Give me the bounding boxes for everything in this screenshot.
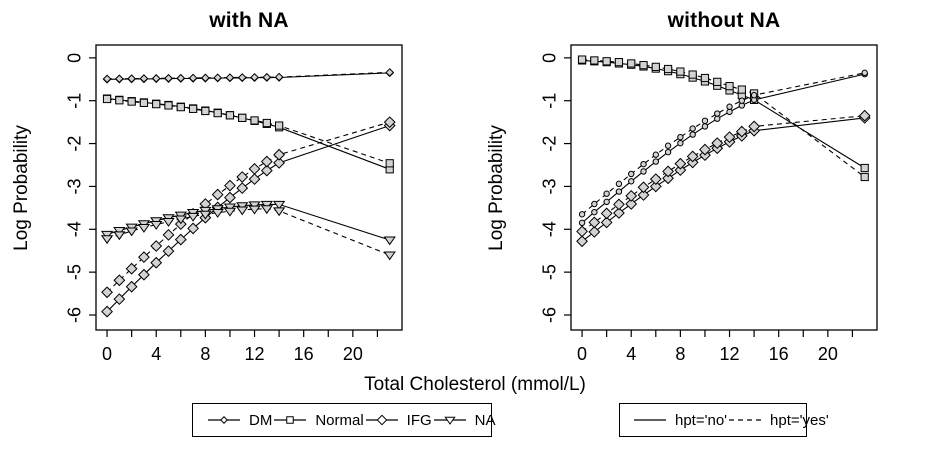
legend-item-hpt-no-: hpt='no' (632, 412, 727, 429)
series-line (107, 98, 390, 170)
legend-item-ifg: IFG (364, 412, 432, 429)
x-tick-label: 20 (818, 344, 838, 364)
x-tick-label: 0 (102, 344, 112, 364)
y-tick-label: -1 (539, 93, 559, 109)
plot-box (95, 44, 403, 331)
plot-box (570, 44, 878, 331)
series-line (107, 71, 390, 80)
y-tick-label: -5 (539, 264, 559, 280)
legend-item-dm: DM (206, 412, 272, 429)
diamond-icon (365, 414, 398, 426)
legend-item-hpt-yes-: hpt='yes' (727, 412, 829, 429)
legend-item-label: Normal (315, 411, 364, 429)
series-line (106, 121, 390, 293)
y-tick-label: -5 (64, 264, 84, 280)
square-icon (274, 416, 307, 424)
series-line (582, 59, 865, 169)
series-line (107, 98, 390, 164)
chart-panel-with-na: 0 4 8 12 16 20 0 -1 -2 -3 -4 -5 -6 (64, 44, 403, 364)
series-line (581, 117, 865, 242)
x-tick-label: 16 (294, 344, 314, 364)
series-line (106, 208, 390, 256)
chart-panel-without-na: 0 4 8 12 16 20 0 -1 -2 -3 -4 -5 -6 (539, 44, 878, 364)
y-tick-label: -6 (64, 307, 84, 323)
x-tick-label: 8 (200, 344, 210, 364)
y-tick-label: 0 (64, 53, 84, 63)
y-tick-label: -2 (64, 136, 84, 152)
legend-item-label: NA (474, 411, 496, 429)
series-line (107, 72, 390, 80)
series-line (581, 73, 865, 224)
series-line (582, 59, 866, 178)
series-line (106, 125, 390, 312)
legend-item-na: NA (432, 412, 496, 429)
x-tick-label: 4 (151, 344, 161, 364)
x-tick-label: 20 (343, 344, 363, 364)
y-tick-label: -3 (64, 178, 84, 194)
y-tick-label: -1 (64, 93, 84, 109)
y-tick-label: -2 (539, 136, 559, 152)
dashed-line-icon (729, 419, 762, 421)
series-line (106, 203, 390, 241)
triangle-down-icon (433, 416, 466, 425)
x-tick-label: 16 (769, 344, 789, 364)
y-tick-label: -4 (64, 221, 84, 237)
solid-line-icon (634, 419, 666, 421)
x-tick-label: 12 (245, 344, 265, 364)
panel-title-without-na: without NA (667, 9, 781, 32)
legend-item-normal: Normal (272, 411, 364, 429)
x-tick-label: 8 (675, 344, 685, 364)
diamond-small-icon (208, 416, 240, 424)
y-tick-label: -4 (539, 221, 559, 237)
legend-hpt: hpt='no' hpt='yes' (619, 403, 829, 437)
x-tick-label: 4 (626, 344, 636, 364)
panel-title-with-na: with NA (209, 9, 289, 32)
legend-item-label: IFG (406, 411, 432, 429)
legend-item-label: hpt='no' (675, 411, 728, 429)
x-tick-label: 12 (720, 344, 740, 364)
series-line (581, 72, 865, 215)
x-tick-label: 0 (577, 344, 587, 364)
y-tick-label: -6 (539, 307, 559, 323)
legend-outcome-groups: DM Normal IFG NA (192, 403, 496, 437)
x-axis-label: Total Cholesterol (mmol/L) (364, 374, 586, 395)
legend-item-label: hpt='yes' (770, 411, 829, 429)
y-tick-label: 0 (539, 53, 559, 63)
y-tick-label: -3 (539, 178, 559, 194)
legend-item-label: DM (249, 411, 273, 429)
series-line (581, 115, 865, 232)
